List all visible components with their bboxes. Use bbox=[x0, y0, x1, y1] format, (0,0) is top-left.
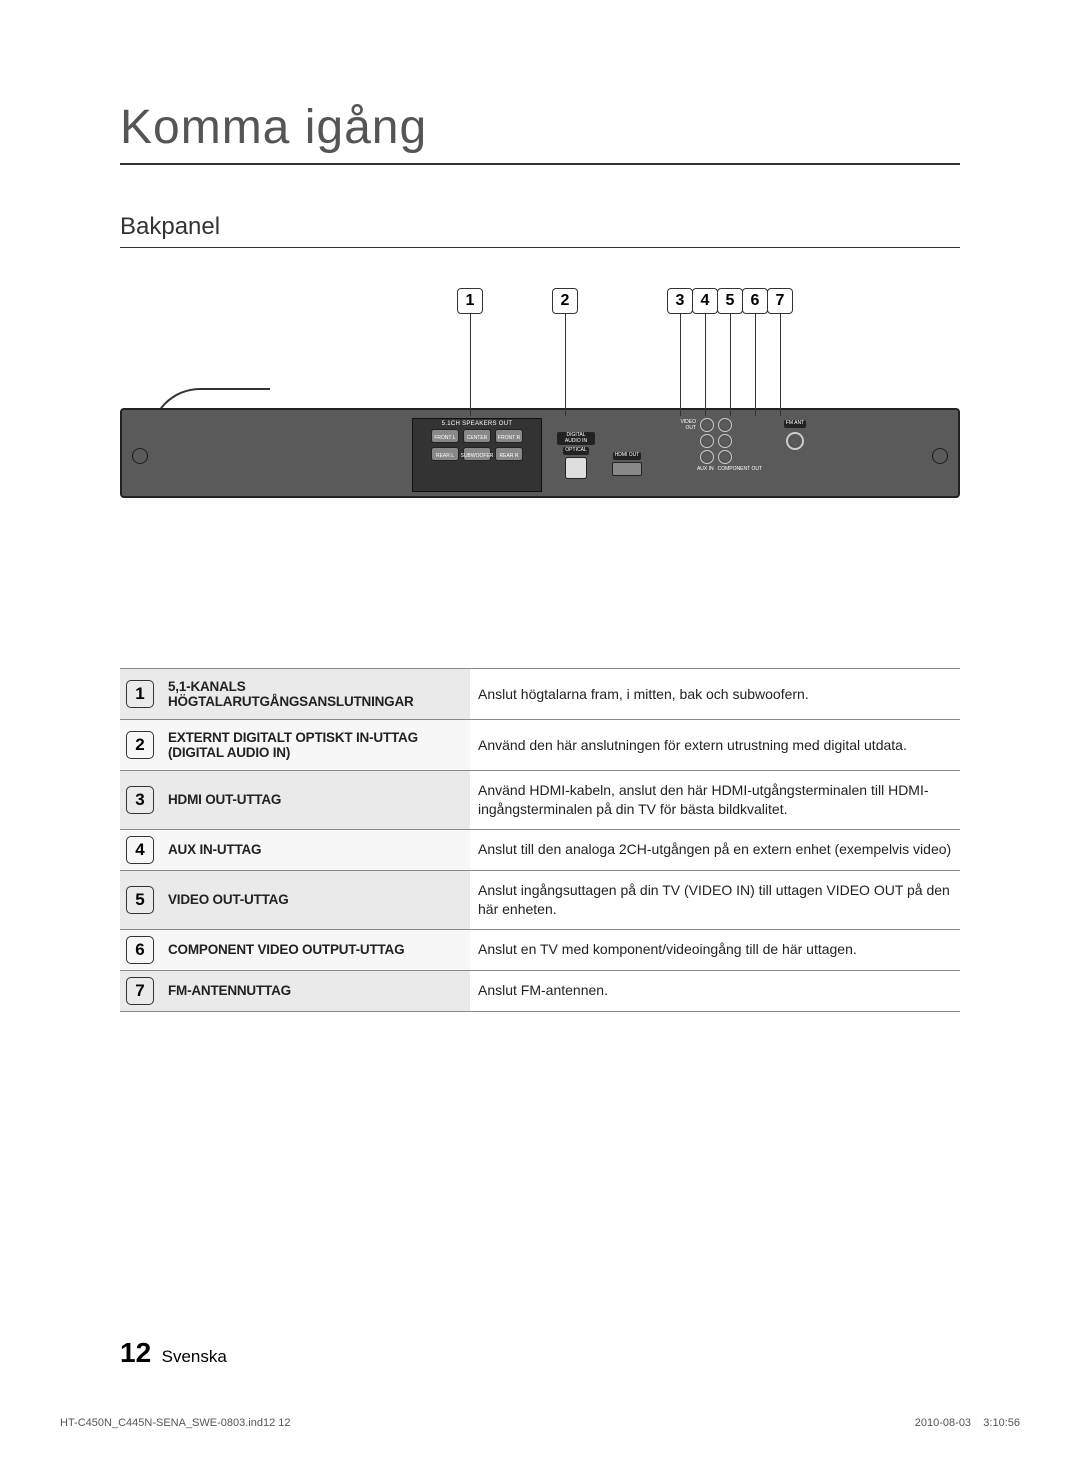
row-description: Anslut en TV med komponent/videoingång t… bbox=[470, 929, 960, 970]
row-name: FM-ANTENNUTTAG bbox=[160, 970, 470, 1011]
print-time: 3:10:56 bbox=[983, 1417, 1020, 1429]
table-row: 15,1-KANALS HÖGTALARUTGÅNGSANSLUTNINGARA… bbox=[120, 669, 960, 720]
row-number-cell: 4 bbox=[120, 829, 160, 870]
callout-line bbox=[705, 314, 706, 416]
row-description: Använd den här anslutningen för extern u… bbox=[470, 720, 960, 771]
row-description: Anslut FM-antennen. bbox=[470, 970, 960, 1011]
row-name: EXTERNT DIGITALT OPTISKT IN-UTTAG (DIGIT… bbox=[160, 720, 470, 771]
table-row: 5VIDEO OUT-UTTAGAnslut ingångsuttagen på… bbox=[120, 870, 960, 929]
callout-line bbox=[680, 314, 681, 416]
row-number-box: 3 bbox=[126, 786, 154, 814]
callout-line bbox=[565, 314, 566, 416]
row-number-box: 2 bbox=[126, 731, 154, 759]
print-file: HT-C450N_C445N-SENA_SWE-0803.ind12 12 bbox=[60, 1417, 291, 1429]
row-name: HDMI OUT-UTTAG bbox=[160, 771, 470, 830]
callout-line bbox=[755, 314, 756, 416]
page-language: Svenska bbox=[162, 1347, 227, 1366]
row-description: Använd HDMI-kabeln, anslut den här HDMI-… bbox=[470, 771, 960, 830]
table-row: 7FM-ANTENNUTTAGAnslut FM-antennen. bbox=[120, 970, 960, 1011]
row-name: VIDEO OUT-UTTAG bbox=[160, 870, 470, 929]
page-footer: 12 Svenska bbox=[120, 1337, 227, 1369]
callout-layer: 1 2 34567 bbox=[120, 288, 960, 548]
row-number-cell: 6 bbox=[120, 929, 160, 970]
row-name: 5,1-KANALS HÖGTALARUTGÅNGSANSLUTNINGAR bbox=[160, 669, 470, 720]
section-title: Bakpanel bbox=[120, 213, 960, 248]
spec-table: 15,1-KANALS HÖGTALARUTGÅNGSANSLUTNINGARA… bbox=[120, 668, 960, 1012]
page-number: 12 bbox=[120, 1337, 151, 1368]
row-description: Anslut ingångsuttagen på din TV (VIDEO I… bbox=[470, 870, 960, 929]
row-description: Anslut till den analoga 2CH-utgången på … bbox=[470, 829, 960, 870]
callout-box-1: 1 bbox=[457, 288, 483, 314]
callout-box-2: 2 bbox=[552, 288, 578, 314]
row-description: Anslut högtalarna fram, i mitten, bak oc… bbox=[470, 669, 960, 720]
back-panel-diagram: 5.1CH SPEAKERS OUT FRONT L CENTER FRONT … bbox=[120, 288, 960, 548]
print-footer: HT-C450N_C445N-SENA_SWE-0803.ind12 12 20… bbox=[60, 1417, 1020, 1429]
row-number-box: 1 bbox=[126, 680, 154, 708]
row-name: COMPONENT VIDEO OUTPUT-UTTAG bbox=[160, 929, 470, 970]
callout-box-3: 3 bbox=[667, 288, 693, 314]
row-number-box: 5 bbox=[126, 886, 154, 914]
row-name: AUX IN-UTTAG bbox=[160, 829, 470, 870]
callout-box-7: 7 bbox=[767, 288, 793, 314]
table-row: 3HDMI OUT-UTTAGAnvänd HDMI-kabeln, anslu… bbox=[120, 771, 960, 830]
table-row: 4AUX IN-UTTAGAnslut till den analoga 2CH… bbox=[120, 829, 960, 870]
callout-line bbox=[470, 314, 471, 416]
row-number-cell: 1 bbox=[120, 669, 160, 720]
table-row: 6COMPONENT VIDEO OUTPUT-UTTAGAnslut en T… bbox=[120, 929, 960, 970]
callout-box-6: 6 bbox=[742, 288, 768, 314]
callout-line bbox=[780, 314, 781, 416]
callout-box-4: 4 bbox=[692, 288, 718, 314]
row-number-box: 4 bbox=[126, 836, 154, 864]
table-row: 2EXTERNT DIGITALT OPTISKT IN-UTTAG (DIGI… bbox=[120, 720, 960, 771]
row-number-cell: 5 bbox=[120, 870, 160, 929]
chapter-title: Komma igång bbox=[120, 100, 960, 165]
row-number-cell: 2 bbox=[120, 720, 160, 771]
print-date: 2010-08-03 bbox=[915, 1417, 971, 1429]
callout-box-5: 5 bbox=[717, 288, 743, 314]
callout-line bbox=[730, 314, 731, 416]
row-number-box: 7 bbox=[126, 977, 154, 1005]
row-number-box: 6 bbox=[126, 936, 154, 964]
row-number-cell: 3 bbox=[120, 771, 160, 830]
row-number-cell: 7 bbox=[120, 970, 160, 1011]
